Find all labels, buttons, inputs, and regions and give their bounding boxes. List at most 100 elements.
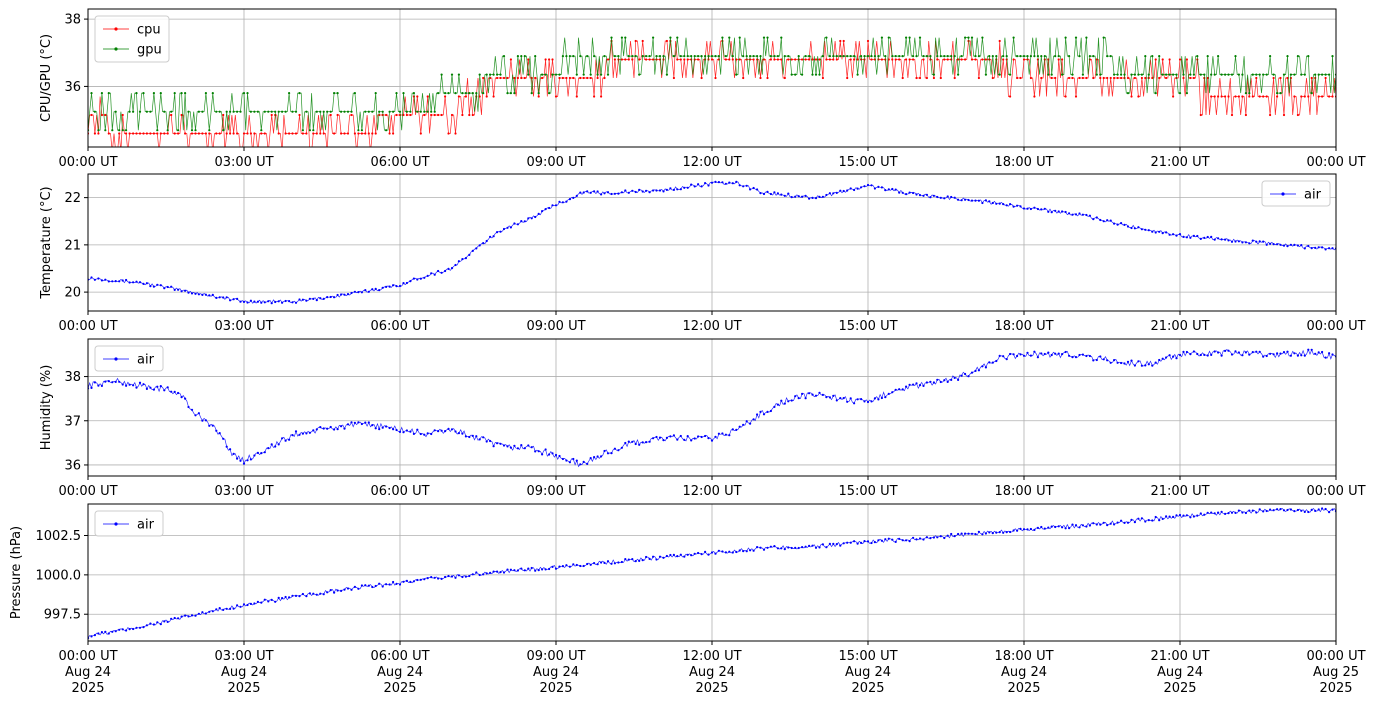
data-point-gpu (222, 129, 225, 132)
data-point-air (315, 299, 318, 302)
data-point-cpu (336, 113, 339, 117)
data-point-gpu (1178, 92, 1182, 95)
data-point-gpu (683, 55, 686, 58)
data-point-gpu (409, 110, 412, 113)
data-point-air (846, 400, 849, 403)
data-point-air (593, 562, 596, 565)
data-point-gpu (984, 73, 988, 76)
data-point-air (686, 186, 689, 189)
data-point-air (846, 541, 849, 544)
data-point-air (582, 564, 585, 568)
x-tick-label: 00:00 UT (58, 319, 117, 334)
data-point-air (1116, 521, 1119, 524)
data-point-air (925, 193, 929, 196)
data-point-air (353, 421, 356, 424)
data-point-gpu (1227, 73, 1230, 76)
data-point-gpu (177, 129, 180, 132)
data-point-air (738, 184, 741, 187)
data-point-air (943, 379, 946, 382)
data-point-gpu (225, 110, 228, 113)
data-point-air (849, 397, 852, 400)
data-point-air (1189, 353, 1192, 356)
data-point-air (634, 190, 637, 194)
data-point-air (707, 553, 710, 556)
data-point-air (998, 202, 1001, 205)
data-point-cpu (1331, 95, 1334, 98)
data-point-air (1161, 232, 1164, 235)
data-point-cpu (752, 58, 755, 61)
data-point-air (752, 418, 755, 421)
data-point-air (208, 424, 211, 427)
data-point-gpu (991, 55, 994, 58)
x-tick-label: 06:00 UT Aug 24 2025 (370, 649, 429, 696)
data-point-air (1310, 247, 1313, 250)
data-point-gpu (797, 55, 800, 58)
data-point-air (1224, 512, 1227, 516)
data-point-gpu (828, 55, 832, 58)
data-point-air (839, 189, 842, 192)
data-point-air (291, 594, 294, 597)
data-point-air (721, 181, 724, 184)
data-point-gpu (627, 55, 630, 58)
data-point-air (839, 397, 842, 400)
data-point-air (430, 432, 433, 436)
data-point-air (461, 575, 464, 579)
data-point-gpu (742, 55, 745, 58)
data-point-air (714, 435, 717, 438)
data-point-air (669, 435, 672, 438)
data-point-cpu (849, 58, 852, 61)
data-point-air (1234, 350, 1237, 353)
data-point-cpu (1126, 76, 1130, 80)
data-point-air (565, 564, 568, 567)
data-point-gpu (1199, 73, 1202, 76)
data-point-air (773, 545, 776, 548)
data-point-cpu (222, 113, 225, 117)
data-point-cpu (1168, 58, 1171, 61)
data-point-gpu (125, 129, 128, 132)
data-point-air (686, 553, 689, 556)
data-point-air (350, 588, 353, 591)
data-point-air (582, 460, 585, 463)
data-point-gpu (1071, 73, 1074, 76)
data-point-gpu (440, 73, 443, 76)
data-point-gpu (1289, 73, 1292, 76)
data-point-cpu (842, 39, 845, 43)
data-point-gpu (745, 55, 748, 58)
data-point-cpu (1050, 76, 1053, 80)
data-point-air (1099, 523, 1102, 526)
data-point-gpu (426, 110, 429, 113)
data-point-cpu (714, 76, 717, 80)
data-point-air (1203, 353, 1206, 356)
data-point-air (336, 589, 339, 592)
data-point-air (1050, 353, 1053, 357)
data-point-cpu (367, 132, 370, 135)
data-point-air (676, 555, 679, 558)
data-point-air (662, 439, 665, 442)
data-point-gpu (90, 92, 93, 95)
data-point-air (1047, 526, 1050, 529)
data-point-air (1258, 240, 1261, 243)
x-tick-label: 06:00 UT (370, 319, 429, 334)
data-point-cpu (898, 58, 901, 61)
data-point-air (444, 575, 447, 579)
data-point-gpu (1161, 73, 1164, 76)
data-point-air (104, 380, 107, 383)
data-point-air (1314, 352, 1317, 355)
data-point-air (970, 371, 974, 374)
data-point-air (1230, 240, 1234, 243)
y-tick-label: 36 (64, 80, 81, 95)
data-point-air (90, 386, 93, 389)
data-point-air (1099, 355, 1102, 358)
data-point-air (419, 277, 422, 280)
data-point-gpu (638, 73, 641, 76)
data-point-gpu (849, 55, 852, 58)
data-point-air (950, 195, 953, 199)
data-point-air (606, 452, 610, 455)
data-point-cpu (509, 58, 512, 61)
data-point-air (1026, 351, 1029, 354)
data-point-air (97, 632, 100, 635)
data-point-cpu (665, 39, 669, 43)
data-point-cpu (1116, 76, 1119, 80)
data-point-air (1005, 204, 1008, 207)
data-point-gpu (801, 73, 804, 76)
